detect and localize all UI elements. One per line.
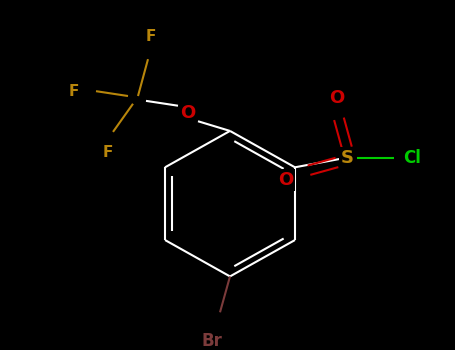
Text: S: S <box>340 149 354 167</box>
Text: Br: Br <box>202 332 222 350</box>
Text: O: O <box>278 171 293 189</box>
Text: Cl: Cl <box>403 149 421 167</box>
Text: F: F <box>69 84 79 99</box>
Text: O: O <box>180 105 196 122</box>
Text: F: F <box>103 145 113 160</box>
Text: O: O <box>329 90 344 107</box>
Text: F: F <box>146 29 156 44</box>
